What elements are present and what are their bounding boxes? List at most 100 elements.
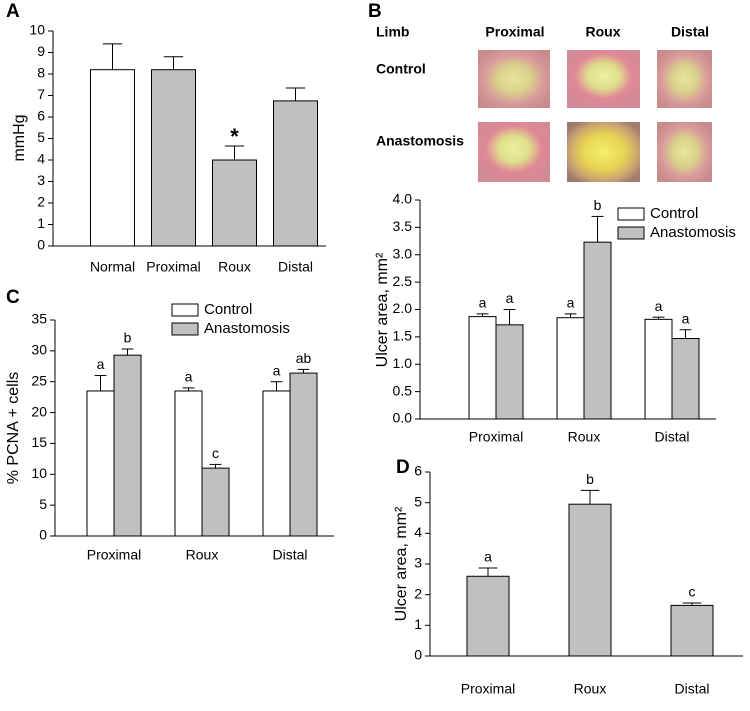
y-tick-label: 10 bbox=[31, 465, 47, 481]
y-axis-label: % PCNA + cells bbox=[5, 372, 22, 484]
photo-header: Proximal bbox=[485, 24, 544, 40]
bar-annotation: a bbox=[479, 295, 487, 311]
y-tick-label: 5 bbox=[414, 493, 422, 509]
y-tick-label: 1.5 bbox=[393, 328, 413, 344]
photos bbox=[478, 50, 712, 182]
photo bbox=[478, 122, 550, 182]
y-tick-label: 1 bbox=[414, 616, 422, 632]
y-tick-label: 0.5 bbox=[393, 382, 413, 398]
bar bbox=[262, 390, 291, 537]
panel-label: C bbox=[6, 287, 20, 308]
photo bbox=[567, 50, 640, 108]
bar-annotation: a bbox=[484, 549, 492, 565]
legend-swatch bbox=[617, 226, 645, 240]
y-tick-label: 2.0 bbox=[393, 300, 413, 316]
y-tick-label: 30 bbox=[31, 342, 47, 358]
y-tick-label: 4.0 bbox=[393, 191, 413, 207]
photo-header: Roux bbox=[586, 24, 621, 40]
y-tick-label: 6 bbox=[414, 463, 422, 479]
y-tick-label: 4 bbox=[414, 524, 422, 540]
legend-label: Control bbox=[650, 205, 698, 222]
bar-annotation: a bbox=[567, 295, 575, 311]
y-tick-label: 20 bbox=[31, 403, 47, 419]
legend-swatch bbox=[171, 303, 199, 317]
bar bbox=[466, 575, 510, 657]
y-tick-label: 2 bbox=[414, 585, 422, 601]
y-tick-label: 10 bbox=[29, 22, 45, 38]
bar bbox=[670, 604, 714, 657]
x-tick-label: Roux bbox=[574, 681, 607, 697]
y-tick-label: 7 bbox=[37, 86, 45, 102]
y-tick-label: 0 bbox=[39, 527, 47, 543]
photo-header: Distal bbox=[671, 24, 709, 40]
x-tick-label: Proximal bbox=[461, 681, 515, 697]
bar-annotation: a bbox=[273, 362, 281, 378]
y-tick-label: 1.0 bbox=[393, 355, 413, 371]
bar bbox=[644, 318, 673, 420]
x-tick-label: Distal bbox=[654, 429, 689, 445]
y-tick-label: 35 bbox=[31, 311, 47, 327]
bar bbox=[151, 69, 196, 247]
y-tick-label: 25 bbox=[31, 372, 47, 388]
y-axis-label: Ulcer area, mm² bbox=[374, 252, 391, 367]
photo-row-label: Anastomosis bbox=[376, 133, 464, 149]
bar bbox=[201, 467, 230, 537]
y-axis-label: Ulcer area, mm² bbox=[393, 506, 410, 621]
photo-row-label: Control bbox=[376, 61, 426, 77]
photo-header: Limb bbox=[376, 24, 409, 40]
bar-annotation: a bbox=[655, 298, 663, 314]
bar-annotation: a bbox=[185, 369, 193, 385]
x-tick-label: Roux bbox=[186, 547, 219, 563]
legend-label: Control bbox=[204, 301, 252, 318]
bar-annotation: a bbox=[682, 310, 690, 326]
bar bbox=[113, 354, 142, 537]
x-tick-label: Normal bbox=[90, 259, 135, 275]
y-tick-label: 2.5 bbox=[393, 273, 413, 289]
y-tick-label: 0 bbox=[414, 647, 422, 663]
bar-annotation: b bbox=[594, 197, 602, 213]
x-tick-label: Proximal bbox=[87, 547, 141, 563]
bar-annotation: * bbox=[230, 124, 239, 149]
y-tick-label: 8 bbox=[37, 65, 45, 81]
bar bbox=[174, 390, 203, 537]
x-tick-label: Proximal bbox=[146, 259, 200, 275]
legend-swatch bbox=[617, 207, 645, 221]
y-tick-label: 4 bbox=[37, 151, 45, 167]
bar bbox=[90, 69, 135, 247]
panel-label: B bbox=[368, 1, 382, 22]
x-tick-label: Distal bbox=[278, 259, 313, 275]
y-tick-label: 9 bbox=[37, 43, 45, 59]
bar bbox=[468, 316, 497, 420]
y-tick-label: 3.0 bbox=[393, 245, 413, 261]
photo bbox=[478, 50, 550, 108]
bar-annotation: ab bbox=[296, 350, 312, 366]
bar-annotation: b bbox=[586, 471, 594, 487]
y-tick-label: 6 bbox=[37, 108, 45, 124]
panel-label: D bbox=[396, 457, 410, 478]
legend-label: Anastomosis bbox=[204, 320, 290, 337]
bar bbox=[86, 390, 115, 537]
bar bbox=[289, 372, 318, 537]
x-tick-label: Distal bbox=[674, 681, 709, 697]
bar-annotation: a bbox=[97, 356, 105, 372]
y-tick-label: 3 bbox=[414, 555, 422, 571]
y-tick-label: 2 bbox=[37, 194, 45, 210]
y-tick-label: 3.5 bbox=[393, 218, 413, 234]
y-axis-label: mmHg bbox=[11, 114, 28, 161]
bar bbox=[568, 503, 612, 657]
photo bbox=[657, 122, 712, 182]
bar bbox=[583, 241, 612, 420]
bar bbox=[273, 100, 318, 247]
legend-label: Anastomosis bbox=[650, 224, 736, 241]
bar bbox=[212, 159, 257, 247]
y-tick-label: 0.0 bbox=[393, 410, 413, 426]
y-tick-label: 15 bbox=[31, 434, 47, 450]
y-tick-label: 3 bbox=[37, 172, 45, 188]
y-tick-label: 1 bbox=[37, 215, 45, 231]
bar-annotation: b bbox=[124, 330, 132, 346]
panel-label: A bbox=[6, 1, 20, 22]
x-tick-label: Roux bbox=[568, 429, 601, 445]
bar bbox=[495, 324, 524, 420]
bar-annotation: a bbox=[506, 290, 514, 306]
